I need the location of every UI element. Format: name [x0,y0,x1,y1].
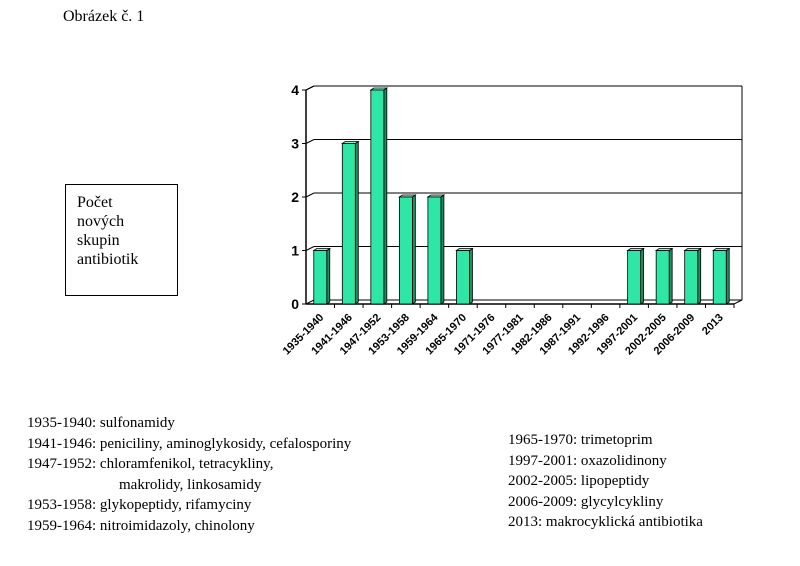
legend-entry: makrolidy, linkosamidy [119,476,262,493]
bar [655,250,670,305]
y-axis-label-line: skupin [77,232,120,249]
legend-entry: 2013: makrocyklická antibiotika [508,514,703,530]
bar [313,250,328,305]
bar [627,250,642,305]
y-axis-label-box: Počet nových skupin antibiotik [65,184,178,296]
bar [370,89,385,305]
bar [398,196,413,305]
legend-entry: 1965-1970: trimetoprim [508,432,653,448]
bar-side [354,140,359,305]
y-tick-label: 3 [291,136,299,152]
figure-title: Obrázek č. 1 [63,8,145,25]
legend-entry: 1953-1958: glykopeptidy, rifamyciny [27,497,252,513]
bar [456,250,470,305]
y-tick-label: 0 [291,296,299,312]
legend-entry: 1935-1940: sulfonamidy [27,415,175,431]
bar-side [640,247,645,305]
bar-side [326,247,331,305]
legend-entry: 1941-1946: peniciliny, aminoglykosidy, c… [27,435,352,452]
x-tick-label: 2013 [700,312,726,338]
y-axis-label-line: Počet [77,194,113,211]
y-tick-label: 2 [291,189,299,205]
legend-entry: 2006-2009: glycylcykliny [508,493,664,510]
legend-entry: 1947-1952: chloramfenikol, tetracykliny, [27,456,274,472]
gridline-depth [305,139,315,144]
y-tick-label: 1 [291,243,299,259]
bar [712,250,727,305]
legend-entry: 2002-2005: lipopeptidy [508,473,650,489]
bar-side [668,247,673,305]
legend-left: 1935-1940: sulfonamidy 1941-1946: penicil… [27,413,351,536]
gridline-depth [305,192,315,198]
bar [684,250,699,305]
bar [427,196,442,305]
bar-side [383,87,388,305]
bar-side [411,194,416,305]
legend-right: 1965-1970: trimetoprim 1997-2001: oxazoli… [508,430,703,533]
bar-chart: 012341935-19401941-19461947-19521953-195… [281,82,743,357]
bar-side [697,247,702,305]
bar-side [725,247,730,305]
bar-side [440,194,445,305]
legend-entry: 1997-2001: oxazolidinony [508,452,667,469]
legend-entry: 1959-1964: nitroimidazoly, chinolony [27,517,255,534]
y-axis-label-line: antibiotik [77,251,139,268]
y-tick-label: 4 [291,82,299,98]
bar-side [469,247,473,305]
bar [341,143,356,305]
gridline-depth [305,246,315,251]
gridline-depth [305,85,315,91]
y-axis-label-line: nových [77,213,125,230]
